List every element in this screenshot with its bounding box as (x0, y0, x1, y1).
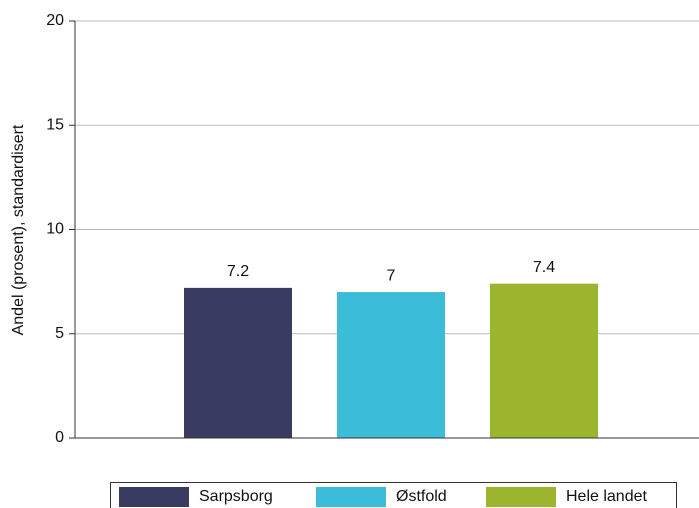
data-label: 7 (387, 267, 396, 284)
legend-swatch (119, 487, 189, 507)
y-axis-label: Andel (prosent), standardisert (10, 124, 27, 335)
legend-swatch (316, 487, 386, 507)
bar (184, 287, 292, 438)
legend-label: Sarpsborg (199, 488, 273, 505)
bar (337, 292, 445, 438)
legend-box (110, 482, 677, 508)
y-tick-label: 5 (55, 325, 64, 342)
data-label: 7.4 (533, 259, 555, 276)
bar (490, 283, 598, 438)
legend-label: Hele landet (566, 488, 648, 505)
data-label: 7.2 (227, 263, 249, 280)
y-tick-label: 15 (46, 116, 64, 133)
legend-label: Østfold (396, 488, 447, 505)
y-tick-label: 0 (55, 429, 64, 446)
y-tick-label: 20 (46, 12, 64, 29)
y-tick-label: 10 (46, 221, 64, 238)
legend-swatch (486, 487, 556, 507)
